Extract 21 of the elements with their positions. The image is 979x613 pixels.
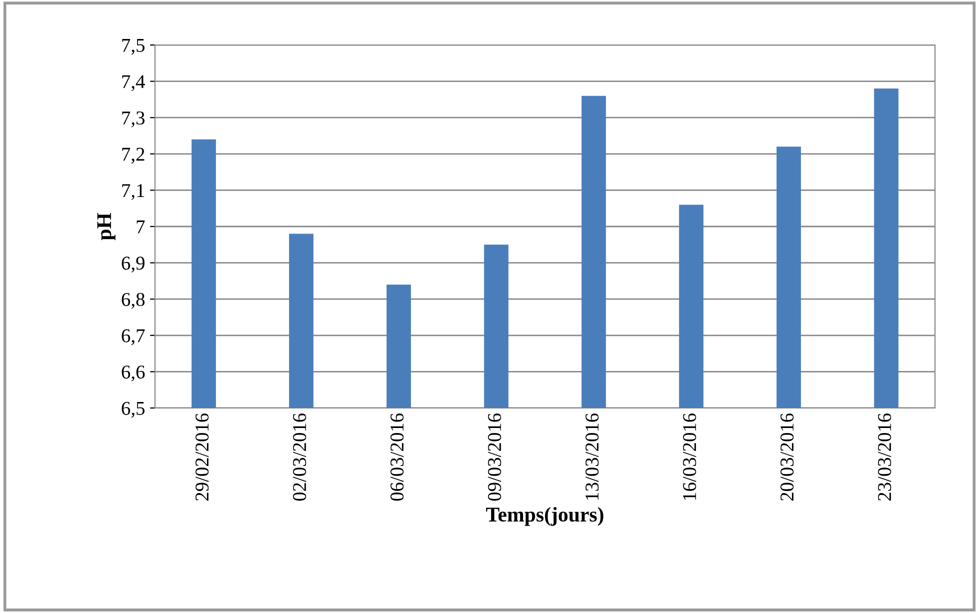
y-axis-title: pH xyxy=(97,212,116,240)
x-axis-title: Temps(jours) xyxy=(486,507,604,526)
x-tick-label: 23/03/2016 xyxy=(878,413,892,501)
y-tick-label: 6,9 xyxy=(122,256,144,273)
y-tick-label: 7,5 xyxy=(122,39,145,55)
y-tick-label: 6,8 xyxy=(122,292,145,309)
x-tick-label: 16/03/2016 xyxy=(682,413,696,500)
x-tick-label: 02/03/2016 xyxy=(292,413,306,501)
x-tick-label: 20/03/2016 xyxy=(780,413,794,501)
y-tick-label: 7 xyxy=(136,220,145,234)
y-tick-label: 7,1 xyxy=(122,184,144,200)
x-tick-label: 09/03/2016 xyxy=(488,413,502,501)
x-tick-label: 13/03/2016 xyxy=(585,413,599,500)
y-tick-label: 7,3 xyxy=(122,111,145,128)
x-tick-label: 06/03/2016 xyxy=(390,413,404,501)
y-tick-label: 7,2 xyxy=(122,148,144,164)
y-tick-label: 6,6 xyxy=(122,366,145,382)
y-tick-label: 6,5 xyxy=(122,402,145,418)
y-tick-label: 7,4 xyxy=(122,75,145,92)
y-tick-label: 6,7 xyxy=(122,329,145,346)
x-tick-label: 29/02/2016 xyxy=(195,413,209,501)
